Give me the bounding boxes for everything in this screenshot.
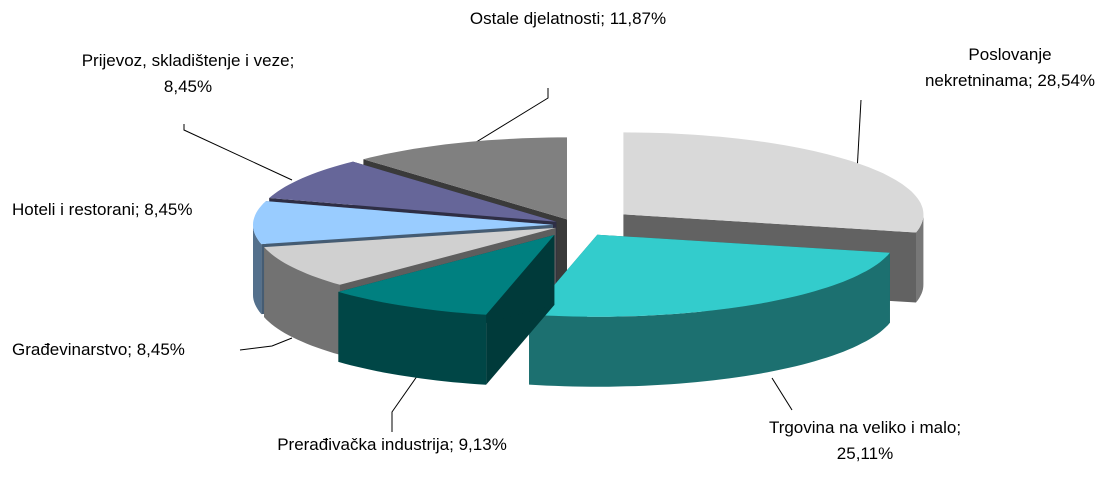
data-label: Trgovina na veliko i malo; 25,11% — [768, 418, 962, 463]
slice — [338, 235, 555, 315]
leader-line — [771, 377, 793, 411]
slice — [623, 132, 924, 233]
leader-line — [856, 99, 862, 173]
data-label: Prijevoz, skladištenje i veze; 8,45% — [81, 51, 295, 96]
slice-wall — [264, 247, 340, 355]
slice — [253, 201, 553, 245]
slice-wall — [916, 214, 924, 303]
leader-line — [183, 124, 293, 181]
slice — [363, 137, 567, 220]
data-label: Ostale djelatnosti; 11,87% — [469, 9, 667, 28]
leader-line — [239, 337, 293, 351]
data-label: Hoteli i restorani; 8,45% — [12, 200, 193, 219]
leader-lines — [183, 88, 862, 432]
slice-wall — [338, 291, 487, 385]
data-label: Prerađivačka industrija; 9,13% — [277, 435, 507, 454]
slice — [529, 234, 890, 317]
data-label: Poslovanje nekretninama; 28,54% — [924, 45, 1096, 90]
slice — [264, 227, 556, 285]
slice-wall — [529, 252, 890, 387]
slice — [269, 161, 557, 222]
leader-line — [459, 88, 549, 153]
data-label: Građevinarstvo; 8,45% — [12, 340, 185, 359]
slice-wall — [253, 224, 262, 315]
leader-line — [391, 371, 421, 432]
